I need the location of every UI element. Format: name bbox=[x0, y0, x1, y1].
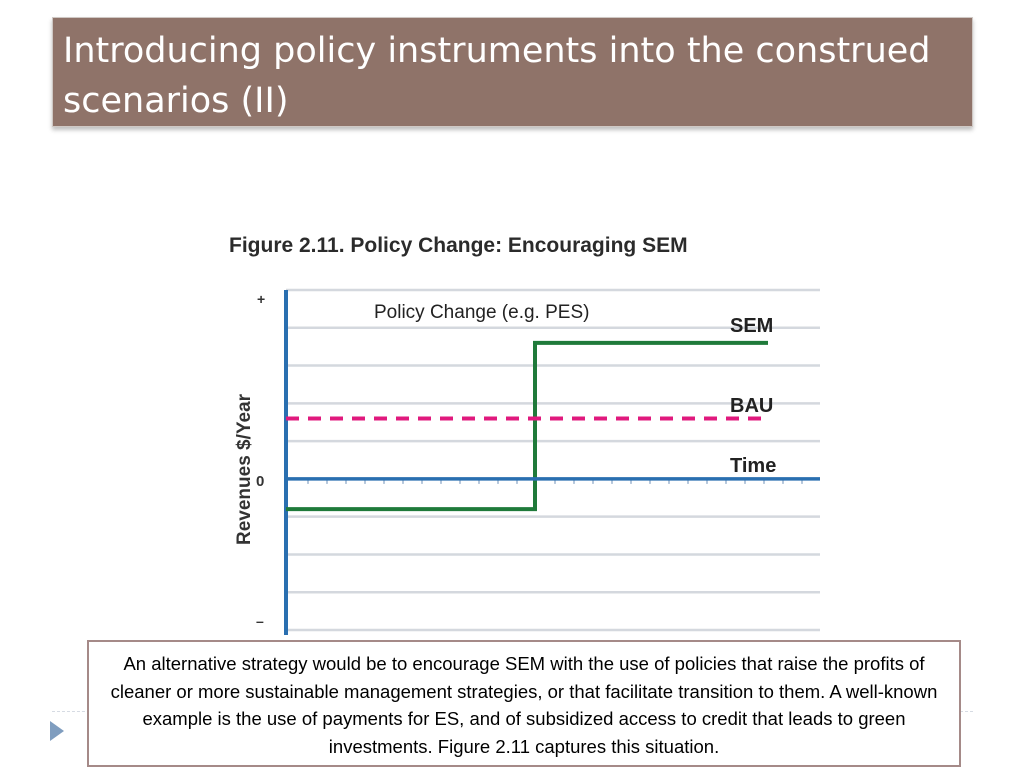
series-line-sem bbox=[286, 340, 768, 512]
bullet-arrow-icon bbox=[50, 721, 64, 741]
slide-title-banner: Introducing policy instruments into the … bbox=[52, 17, 973, 127]
slide-title: Introducing policy instruments into the … bbox=[63, 31, 931, 121]
series-label-time: Time bbox=[730, 455, 776, 477]
policy-change-chart: + 0 – Revenues $/Year Policy Change (e.g… bbox=[234, 288, 820, 635]
chart-series bbox=[286, 340, 820, 512]
policy-change-annotation: Policy Change (e.g. PES) bbox=[374, 302, 589, 323]
caption-box: An alternative strategy would be to enco… bbox=[87, 640, 961, 767]
figure-title: Figure 2.11. Policy Change: Encouraging … bbox=[229, 234, 688, 257]
series-label-bau: BAU bbox=[730, 395, 773, 417]
y-axis-label: Revenues $/Year bbox=[234, 393, 255, 545]
y-tick-zero: 0 bbox=[256, 473, 264, 490]
chart-grid bbox=[286, 288, 820, 632]
caption-text: An alternative strategy would be to enco… bbox=[110, 653, 938, 757]
y-tick-plus: + bbox=[257, 291, 265, 307]
series-label-sem: SEM bbox=[730, 315, 773, 337]
y-tick-minus: – bbox=[256, 613, 264, 629]
